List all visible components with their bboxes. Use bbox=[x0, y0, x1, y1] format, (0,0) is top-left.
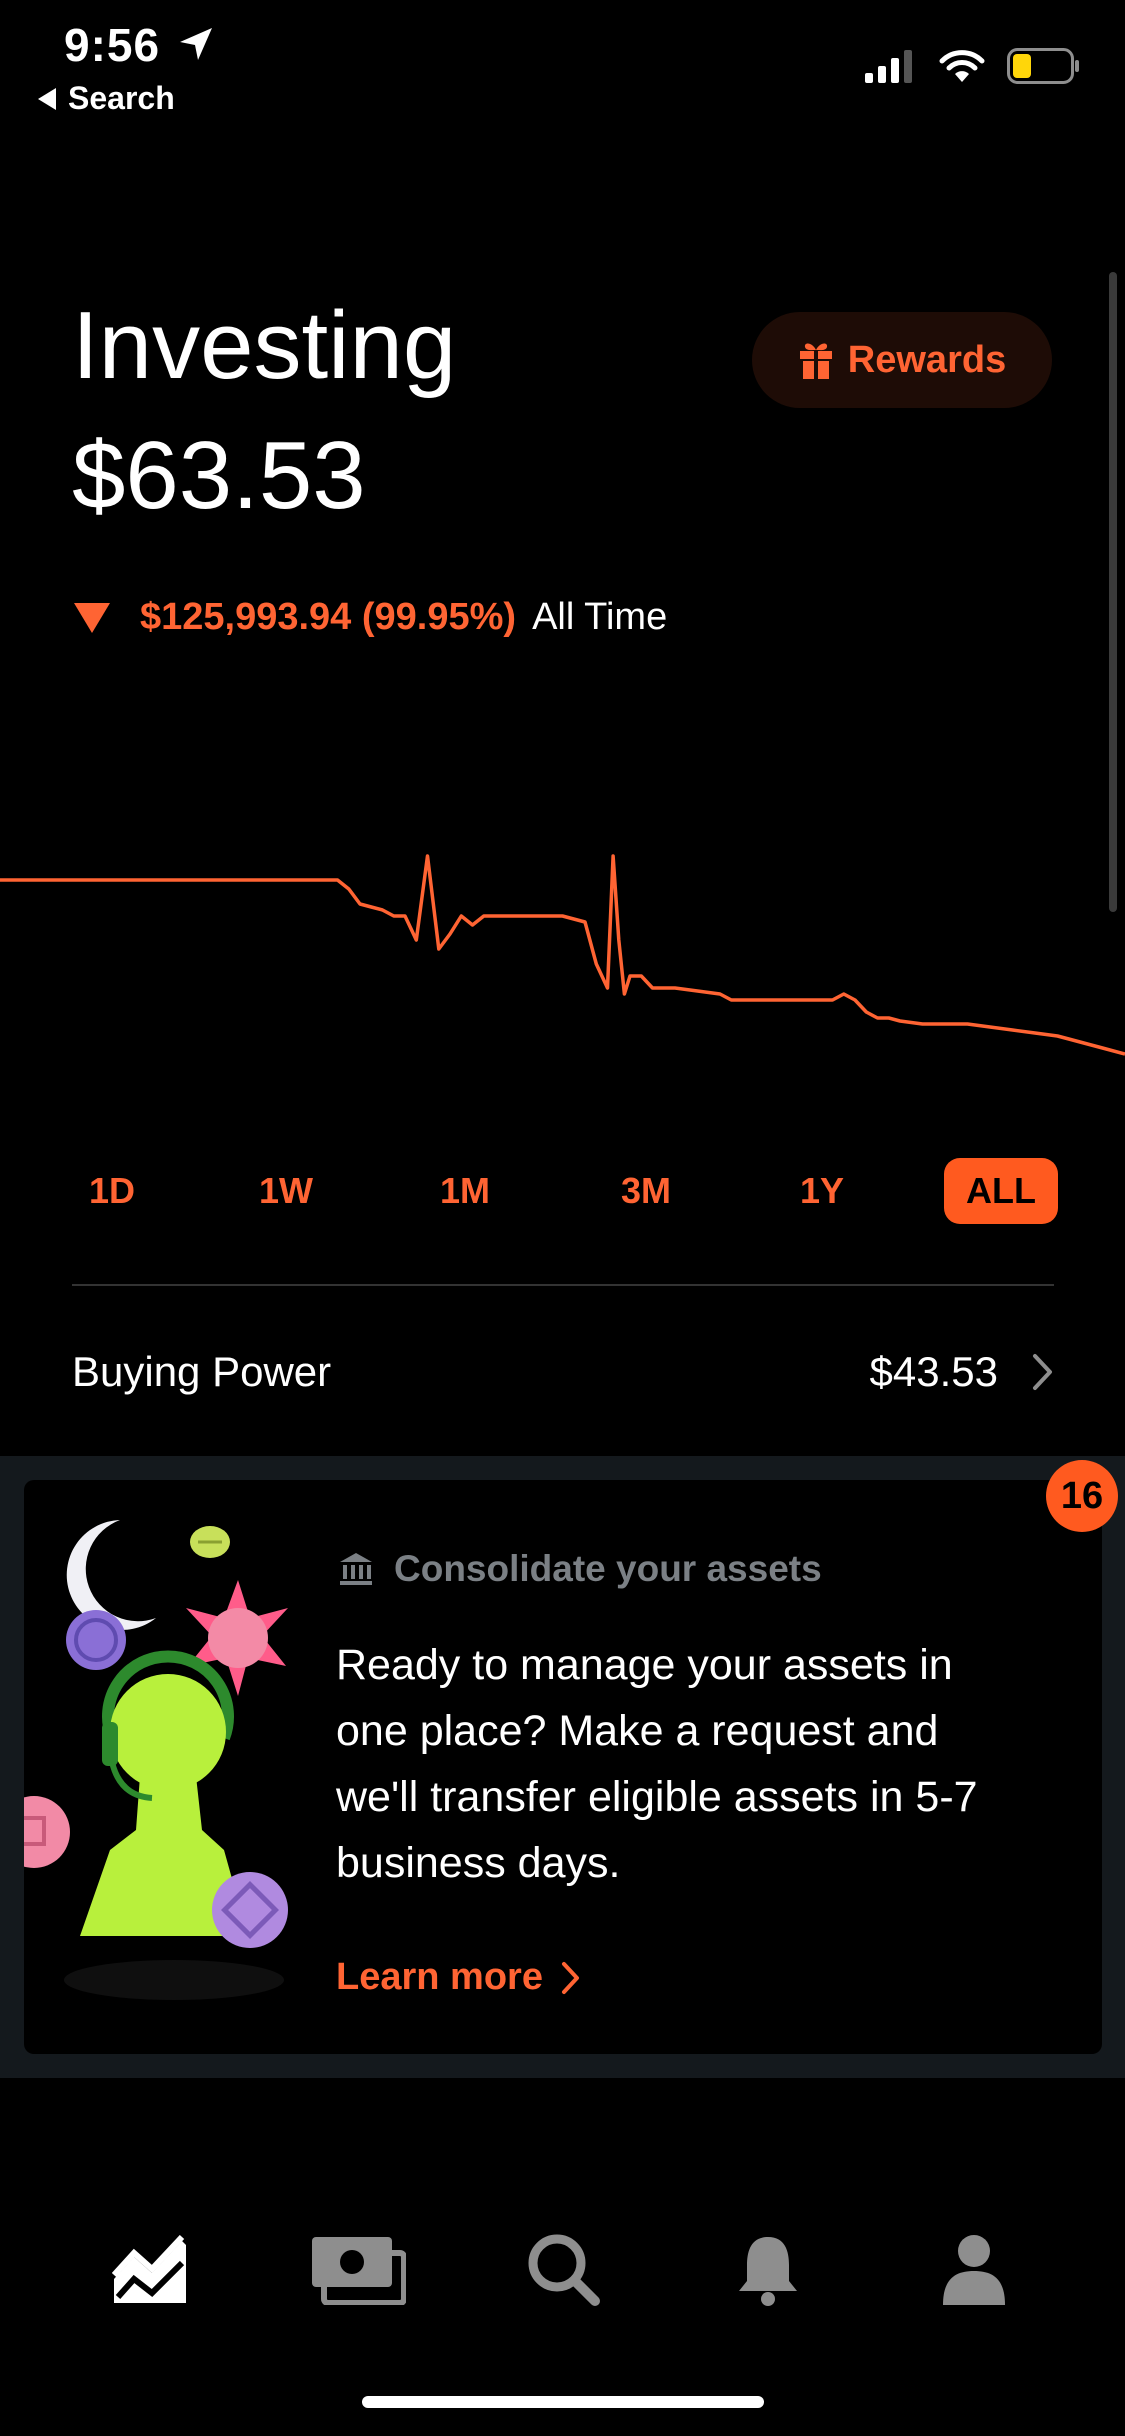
card-eyebrow: Consolidate your assets bbox=[338, 1548, 822, 1590]
home-indicator bbox=[362, 2396, 764, 2408]
learn-more-label: Learn more bbox=[336, 1956, 543, 1998]
tab-account[interactable] bbox=[924, 2220, 1024, 2320]
card-body-text: Ready to manage your assets in one place… bbox=[336, 1641, 978, 1887]
tab-investing[interactable] bbox=[100, 2220, 200, 2320]
notifications-icon bbox=[739, 2237, 797, 2306]
portfolio-value: $63.53 bbox=[72, 422, 366, 529]
back-label: Search bbox=[68, 80, 175, 116]
page-title: Investing bbox=[72, 292, 457, 399]
buying-power-value: $43.53 bbox=[869, 1348, 998, 1395]
scroll-indicator[interactable] bbox=[1109, 272, 1117, 912]
buying-power-row[interactable]: Buying Power $43.53 bbox=[72, 1336, 1054, 1408]
range-tab-1y[interactable]: 1Y bbox=[799, 1170, 845, 1211]
cash-icon bbox=[312, 2237, 406, 2305]
gift-icon bbox=[799, 343, 832, 379]
portfolio-line-series bbox=[0, 854, 1125, 1056]
change-value: $125,993.94 (99.95%) bbox=[140, 596, 517, 638]
battery-icon bbox=[1007, 48, 1079, 84]
range-tab-3m[interactable]: 3M bbox=[620, 1170, 671, 1211]
card-eyebrow-label: Consolidate your assets bbox=[394, 1548, 822, 1589]
divider bbox=[72, 1284, 1054, 1286]
status-time: 9:56 bbox=[64, 19, 161, 71]
range-tabs: 1D 1W 1M 3M 1Y ALL bbox=[0, 1158, 1125, 1224]
tab-search[interactable] bbox=[514, 2220, 614, 2320]
range-tab-all[interactable]: ALL bbox=[944, 1158, 1058, 1224]
learn-more-link[interactable]: Learn more bbox=[336, 1956, 581, 1999]
rewards-button[interactable]: Rewards bbox=[752, 312, 1052, 408]
rewards-label: Rewards bbox=[847, 338, 1007, 381]
support-agent-illustration bbox=[24, 1520, 288, 2000]
notification-count-badge: 16 bbox=[1046, 1460, 1118, 1532]
back-arrow-icon bbox=[38, 87, 56, 110]
account-icon bbox=[943, 2235, 1005, 2305]
status-indicators bbox=[865, 48, 1081, 84]
performance-change: $125,993.94 (99.95%) All Time bbox=[74, 596, 667, 639]
search-icon bbox=[528, 2234, 600, 2306]
chevron-right-icon bbox=[1033, 1354, 1052, 1390]
tab-bar bbox=[0, 2220, 1125, 2320]
range-tab-1w[interactable]: 1W bbox=[259, 1170, 313, 1211]
chevron-right-icon bbox=[561, 1961, 579, 1994]
tab-notifications[interactable] bbox=[718, 2220, 818, 2320]
tab-cash[interactable] bbox=[308, 2220, 408, 2320]
back-to-search-link[interactable]: Search bbox=[38, 80, 175, 117]
down-triangle-icon bbox=[74, 602, 110, 633]
buying-power-label: Buying Power bbox=[72, 1348, 332, 1395]
portfolio-chart[interactable] bbox=[0, 760, 1125, 1120]
investing-icon bbox=[112, 2235, 186, 2303]
bank-icon bbox=[340, 1553, 372, 1585]
range-tab-1m[interactable]: 1M bbox=[439, 1170, 490, 1211]
wifi-icon bbox=[939, 50, 985, 82]
range-tab-1d[interactable]: 1D bbox=[88, 1170, 136, 1211]
location-arrow-icon bbox=[180, 28, 212, 60]
cellular-signal-icon bbox=[865, 50, 912, 83]
change-period: All Time bbox=[532, 596, 668, 638]
